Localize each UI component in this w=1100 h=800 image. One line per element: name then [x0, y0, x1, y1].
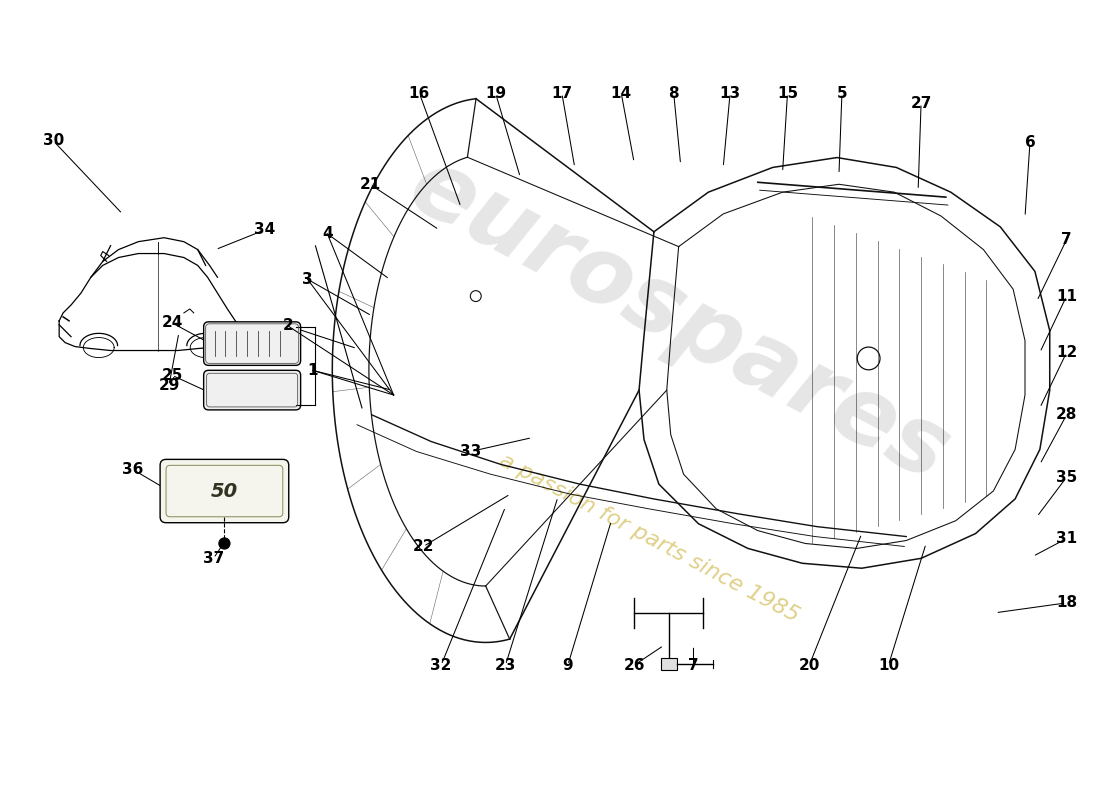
Text: 4: 4	[322, 226, 332, 242]
FancyBboxPatch shape	[161, 459, 289, 522]
Text: a passion for parts since 1985: a passion for parts since 1985	[496, 450, 802, 626]
FancyBboxPatch shape	[204, 370, 300, 410]
Text: 9: 9	[562, 658, 573, 673]
Text: 35: 35	[1056, 470, 1077, 485]
Text: 7: 7	[689, 658, 698, 673]
Text: 16: 16	[409, 86, 430, 101]
Text: 32: 32	[430, 658, 452, 673]
Text: 20: 20	[799, 658, 820, 673]
Text: 28: 28	[1056, 407, 1077, 422]
Text: 7: 7	[1062, 232, 1071, 247]
Text: 25: 25	[162, 368, 183, 382]
Text: 27: 27	[911, 96, 932, 110]
Text: 26: 26	[624, 658, 645, 673]
Text: 33: 33	[460, 444, 482, 459]
Text: 31: 31	[1056, 531, 1077, 546]
Text: 2: 2	[283, 318, 293, 334]
Text: 18: 18	[1056, 595, 1077, 610]
Text: 1: 1	[307, 363, 318, 378]
Text: 19: 19	[485, 86, 506, 101]
Text: 13: 13	[719, 86, 740, 101]
Text: 3: 3	[302, 272, 312, 286]
Text: 30: 30	[43, 134, 64, 148]
Text: 21: 21	[360, 177, 381, 192]
Circle shape	[219, 538, 230, 549]
Text: 50: 50	[211, 482, 238, 501]
Text: 6: 6	[1024, 135, 1035, 150]
Text: 24: 24	[162, 315, 183, 330]
Text: 22: 22	[412, 539, 434, 554]
FancyBboxPatch shape	[661, 658, 676, 670]
Text: 23: 23	[495, 658, 516, 673]
Text: 17: 17	[551, 86, 572, 101]
Text: 11: 11	[1056, 289, 1077, 303]
FancyBboxPatch shape	[204, 322, 300, 366]
Text: 5: 5	[837, 86, 847, 101]
Text: 14: 14	[610, 86, 631, 101]
Text: 29: 29	[158, 378, 179, 393]
Text: 10: 10	[878, 658, 899, 673]
Text: 34: 34	[254, 222, 276, 238]
Text: 15: 15	[777, 86, 799, 101]
Text: 36: 36	[122, 462, 143, 477]
Text: 37: 37	[202, 551, 224, 566]
Text: 12: 12	[1056, 345, 1077, 360]
Text: 8: 8	[669, 86, 679, 101]
Text: eurospares: eurospares	[394, 140, 964, 502]
